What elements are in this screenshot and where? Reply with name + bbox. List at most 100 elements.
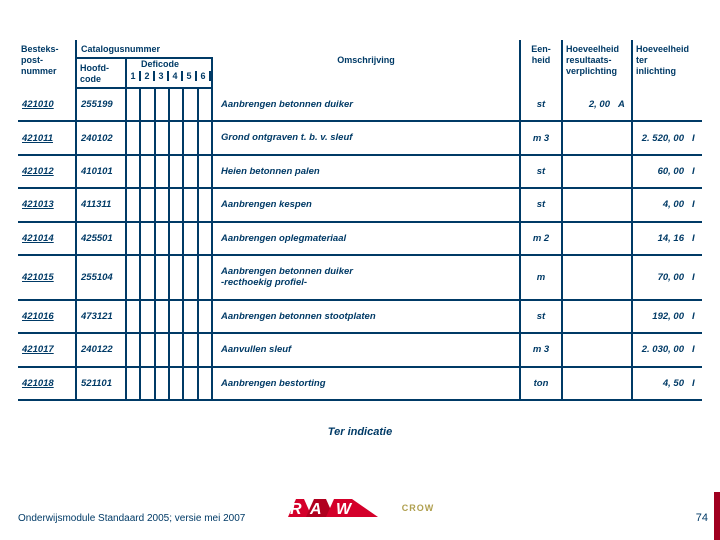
side-accent [714, 492, 720, 540]
cell-eenheid: m 3 [520, 121, 562, 154]
page-number: 74 [696, 512, 708, 524]
cell-hter-code: I [688, 155, 702, 188]
cell-hres-code [614, 300, 632, 333]
cell-defi [169, 88, 183, 121]
cell-defi [183, 188, 197, 221]
cell-hres: 2, 00 [562, 88, 614, 121]
cell-omsch: Aanbrengen betonnen stootplaten [212, 300, 520, 333]
cell-defi [140, 255, 154, 300]
cell-omsch: Aanvullen sleuf [212, 333, 520, 366]
cell-bestek: 421011 [18, 121, 76, 154]
table-row: 421012410101Heien betonnen palenst60, 00… [18, 155, 702, 188]
cell-hres [562, 333, 614, 366]
cell-hter-code: I [688, 367, 702, 400]
cell-defi [155, 188, 169, 221]
hdr-defi-4: 4 [169, 71, 183, 82]
cell-hres [562, 121, 614, 154]
hdr-hres: Hoeveelheidresultaats-verplichting [562, 40, 632, 88]
cell-hoofd: 411311 [76, 188, 126, 221]
hdr-deficode: Deficode [127, 59, 211, 71]
cell-hter-code: I [688, 222, 702, 255]
cell-defi [155, 121, 169, 154]
cell-defi [169, 255, 183, 300]
cell-bestek: 421015 [18, 255, 76, 300]
cell-hter-code: I [688, 255, 702, 300]
cell-hter: 60, 00 [632, 155, 688, 188]
cell-defi [198, 121, 212, 154]
cell-bestek: 421014 [18, 222, 76, 255]
cell-hoofd: 473121 [76, 300, 126, 333]
cell-bestek: 421010 [18, 88, 76, 121]
cell-defi [126, 300, 140, 333]
hdr-defi-5: 5 [183, 71, 197, 82]
cell-hter: 192, 00 [632, 300, 688, 333]
table-row: 421017240122Aanvullen sleufm 32. 030, 00… [18, 333, 702, 366]
cell-hter: 2. 030, 00 [632, 333, 688, 366]
cell-defi [198, 155, 212, 188]
cell-eenheid: st [520, 88, 562, 121]
cell-defi [198, 333, 212, 366]
cell-omsch: Aanbrengen oplegmateriaal [212, 222, 520, 255]
cell-hres [562, 188, 614, 221]
cell-defi [126, 155, 140, 188]
cell-defi [169, 222, 183, 255]
cell-eenheid: m [520, 255, 562, 300]
svg-text:R: R [290, 501, 302, 518]
cell-hoofd: 521101 [76, 367, 126, 400]
cell-hter: 4, 00 [632, 188, 688, 221]
cell-bestek: 421013 [18, 188, 76, 221]
cell-defi [198, 222, 212, 255]
cell-omsch: Aanbrengen kespen [212, 188, 520, 221]
cell-hres [562, 300, 614, 333]
ter-indicatie: Ter indicatie [18, 426, 702, 438]
cell-defi [140, 121, 154, 154]
cell-eenheid: st [520, 188, 562, 221]
cell-hres-code [614, 367, 632, 400]
cell-defi [126, 188, 140, 221]
cell-hres-code [614, 333, 632, 366]
hdr-catalogus: Catalogusnummer [76, 40, 212, 58]
cell-omsch: Aanbrengen bestorting [212, 367, 520, 400]
cell-defi [140, 155, 154, 188]
hdr-eenheid: Een-heid [520, 40, 562, 88]
cell-eenheid: st [520, 155, 562, 188]
cell-omsch: Heien betonnen palen [212, 155, 520, 188]
cell-defi [140, 222, 154, 255]
cell-defi [140, 367, 154, 400]
cell-defi [155, 367, 169, 400]
hdr-defi-1: 1 [127, 71, 141, 82]
cell-defi [169, 333, 183, 366]
cell-hres-code [614, 255, 632, 300]
cell-defi [155, 333, 169, 366]
cell-hoofd: 255104 [76, 255, 126, 300]
cell-hoofd: 240102 [76, 121, 126, 154]
cell-hres [562, 255, 614, 300]
cell-defi [169, 155, 183, 188]
cell-defi [183, 300, 197, 333]
cell-hter-code [688, 88, 702, 121]
cell-hter: 2. 520, 00 [632, 121, 688, 154]
cell-bestek: 421016 [18, 300, 76, 333]
cell-bestek: 421018 [18, 367, 76, 400]
cell-defi [183, 255, 197, 300]
cell-defi [169, 367, 183, 400]
cell-hres-code [614, 222, 632, 255]
cell-defi [155, 88, 169, 121]
hdr-defi-3: 3 [155, 71, 169, 82]
cell-defi [126, 121, 140, 154]
cell-omsch: Grond ontgraven t. b. v. sleuf [212, 121, 520, 154]
table-row: 421016473121 Aanbrengen betonnen stootpla… [18, 300, 702, 333]
cell-hoofd: 255199 [76, 88, 126, 121]
cell-hres-code [614, 155, 632, 188]
table-row: 421013411311Aanbrengen kespenst4, 00I [18, 188, 702, 221]
cell-defi [183, 155, 197, 188]
hdr-defi-6: 6 [197, 71, 211, 82]
cell-eenheid: m 2 [520, 222, 562, 255]
cell-defi [183, 333, 197, 366]
table-row: 421011240102 Grond ontgraven t. b. v. sle… [18, 121, 702, 154]
cell-defi [140, 188, 154, 221]
cell-hoofd: 425501 [76, 222, 126, 255]
cell-defi [155, 155, 169, 188]
cell-defi [155, 222, 169, 255]
cell-omsch: Aanbrengen betonnen duiker-recthoekig pr… [212, 255, 520, 300]
